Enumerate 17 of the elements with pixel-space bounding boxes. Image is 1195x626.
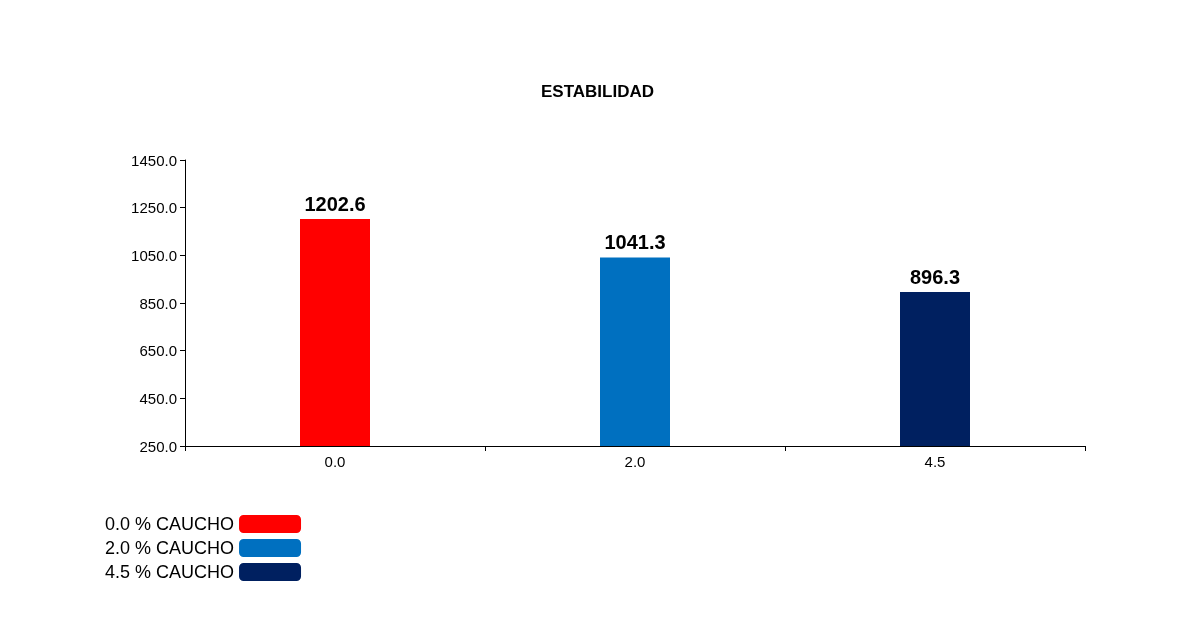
legend-label: 0.0 % CAUCHO bbox=[104, 514, 235, 534]
x-tick-label: 4.5 bbox=[924, 453, 946, 470]
y-tick-label: 450.0 bbox=[139, 389, 177, 407]
y-tick-label: 1050.0 bbox=[131, 246, 177, 264]
x-tick-label: 0.0 bbox=[324, 453, 346, 470]
data-label: 1041.3 bbox=[604, 231, 666, 254]
y-tick-label: 850.0 bbox=[139, 294, 177, 312]
y-tick-label: 1450.0 bbox=[131, 151, 177, 169]
data-label: 896.3 bbox=[909, 265, 961, 288]
legend-label: 2.0 % CAUCHO bbox=[104, 538, 235, 558]
y-tick-label: 250.0 bbox=[139, 437, 177, 455]
legend-label: 4.5 % CAUCHO bbox=[104, 562, 235, 582]
y-tick-label: 650.0 bbox=[139, 342, 177, 360]
x-tick-label: 2.0 bbox=[624, 453, 646, 470]
data-label: 1202.6 bbox=[304, 192, 366, 215]
chart-title: ESTABILIDAD bbox=[540, 82, 655, 101]
y-tick-label: 1250.0 bbox=[131, 199, 177, 217]
